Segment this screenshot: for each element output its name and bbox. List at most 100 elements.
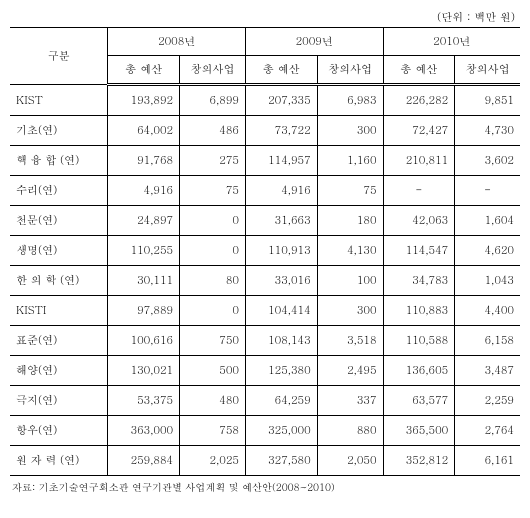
cell-value: 110,255 (108, 236, 180, 266)
cell-value: 34,783 (383, 266, 455, 296)
row-label: 표준(연) (10, 326, 108, 356)
row-label: 기초(연) (10, 116, 108, 146)
table-row: 한 의 학 (연)30,1118033,01610034,7831,043 (10, 266, 520, 296)
cell-value: 64,259 (245, 386, 317, 416)
cell-value: - (383, 176, 455, 206)
cell-value: 1,604 (455, 206, 520, 236)
cell-value: 880 (317, 416, 383, 446)
header-year-2010: 2010년 (383, 28, 520, 56)
cell-value: 110,588 (383, 326, 455, 356)
cell-value: 4,620 (455, 236, 520, 266)
cell-value: 6,899 (180, 85, 246, 116)
budget-table: 구분 2008년 2009년 2010년 총 예산 창의사업 총 예산 창의사업… (10, 27, 520, 476)
cell-value: - (455, 176, 520, 206)
cell-value: 6,983 (317, 85, 383, 116)
cell-value: 337 (317, 386, 383, 416)
cell-value: 3,602 (455, 146, 520, 176)
unit-label: (단위 : 백만 원) (10, 10, 520, 25)
cell-value: 275 (180, 146, 246, 176)
row-label: 원 자 력 (연) (10, 446, 108, 476)
cell-value: 4,730 (455, 116, 520, 146)
cell-value: 1,160 (317, 146, 383, 176)
header-sub-creative-2008: 창의사업 (180, 56, 246, 85)
table-row: 천문(연)24,897031,66318042,0631,604 (10, 206, 520, 236)
cell-value: 33,016 (245, 266, 317, 296)
cell-value: 108,143 (245, 326, 317, 356)
cell-value: 2,050 (317, 446, 383, 476)
table-row: 기초(연)64,00248673,72230072,4274,730 (10, 116, 520, 146)
row-label: 해양(연) (10, 356, 108, 386)
cell-value: 80 (180, 266, 246, 296)
cell-value: 110,913 (245, 236, 317, 266)
cell-value: 4,916 (108, 176, 180, 206)
cell-value: 31,663 (245, 206, 317, 236)
cell-value: 2,764 (455, 416, 520, 446)
table-body: KIST193,8926,899207,3356,983226,2829,851… (10, 85, 520, 476)
cell-value: 110,883 (383, 296, 455, 326)
cell-value: 0 (180, 296, 246, 326)
cell-value: 42,063 (383, 206, 455, 236)
cell-value: 352,812 (383, 446, 455, 476)
cell-value: 91,768 (108, 146, 180, 176)
table-row: KIST193,8926,899207,3356,983226,2829,851 (10, 85, 520, 116)
cell-value: 125,380 (245, 356, 317, 386)
cell-value: 363,000 (108, 416, 180, 446)
cell-value: 72,427 (383, 116, 455, 146)
cell-value: 1,043 (455, 266, 520, 296)
cell-value: 30,111 (108, 266, 180, 296)
cell-value: 480 (180, 386, 246, 416)
header-sub-creative-2009: 창의사업 (317, 56, 383, 85)
table-row: KISTI97,8890104,414300110,8834,400 (10, 296, 520, 326)
row-label: 한 의 학 (연) (10, 266, 108, 296)
cell-value: 365,500 (383, 416, 455, 446)
cell-value: 193,892 (108, 85, 180, 116)
cell-value: 750 (180, 326, 246, 356)
cell-value: 3,487 (455, 356, 520, 386)
cell-value: 2,025 (180, 446, 246, 476)
header-year-2009: 2009년 (245, 28, 383, 56)
cell-value: 758 (180, 416, 246, 446)
header-sub-total-2008: 총 예산 (108, 56, 180, 85)
cell-value: 100 (317, 266, 383, 296)
row-label: 항우(연) (10, 416, 108, 446)
cell-value: 24,897 (108, 206, 180, 236)
cell-value: 6,158 (455, 326, 520, 356)
footnote: 자료: 기초기술연구회소관 연구기관별 사업계획 및 예산안(2008~2010… (10, 480, 520, 494)
row-label: 극지(연) (10, 386, 108, 416)
cell-value: 75 (317, 176, 383, 206)
table-header: 구분 2008년 2009년 2010년 총 예산 창의사업 총 예산 창의사업… (10, 28, 520, 85)
cell-value: 300 (317, 116, 383, 146)
cell-value: 130,021 (108, 356, 180, 386)
table-row: 핵 융 합 (연)91,768275114,9571,160210,8113,6… (10, 146, 520, 176)
header-sub-creative-2010: 창의사업 (455, 56, 520, 85)
cell-value: 2,259 (455, 386, 520, 416)
cell-value: 210,811 (383, 146, 455, 176)
cell-value: 226,282 (383, 85, 455, 116)
cell-value: 4,130 (317, 236, 383, 266)
header-sub-total-2009: 총 예산 (245, 56, 317, 85)
row-label: 핵 융 합 (연) (10, 146, 108, 176)
table-row: 항우(연)363,000758325,000880365,5002,764 (10, 416, 520, 446)
table-row: 원 자 력 (연)259,8842,025327,5802,050352,812… (10, 446, 520, 476)
cell-value: 4,400 (455, 296, 520, 326)
cell-value: 104,414 (245, 296, 317, 326)
cell-value: 100,616 (108, 326, 180, 356)
cell-value: 75 (180, 176, 246, 206)
cell-value: 300 (317, 296, 383, 326)
cell-value: 180 (317, 206, 383, 236)
cell-value: 97,889 (108, 296, 180, 326)
cell-value: 0 (180, 236, 246, 266)
row-label: KIST (10, 85, 108, 116)
table-row: 생명(연)110,2550110,9134,130114,5474,620 (10, 236, 520, 266)
cell-value: 64,002 (108, 116, 180, 146)
cell-value: 9,851 (455, 85, 520, 116)
header-year-2008: 2008년 (108, 28, 246, 56)
header-sub-total-2010: 총 예산 (383, 56, 455, 85)
cell-value: 114,957 (245, 146, 317, 176)
cell-value: 0 (180, 206, 246, 236)
cell-value: 486 (180, 116, 246, 146)
cell-value: 325,000 (245, 416, 317, 446)
cell-value: 6,161 (455, 446, 520, 476)
row-label: 생명(연) (10, 236, 108, 266)
row-label: KISTI (10, 296, 108, 326)
